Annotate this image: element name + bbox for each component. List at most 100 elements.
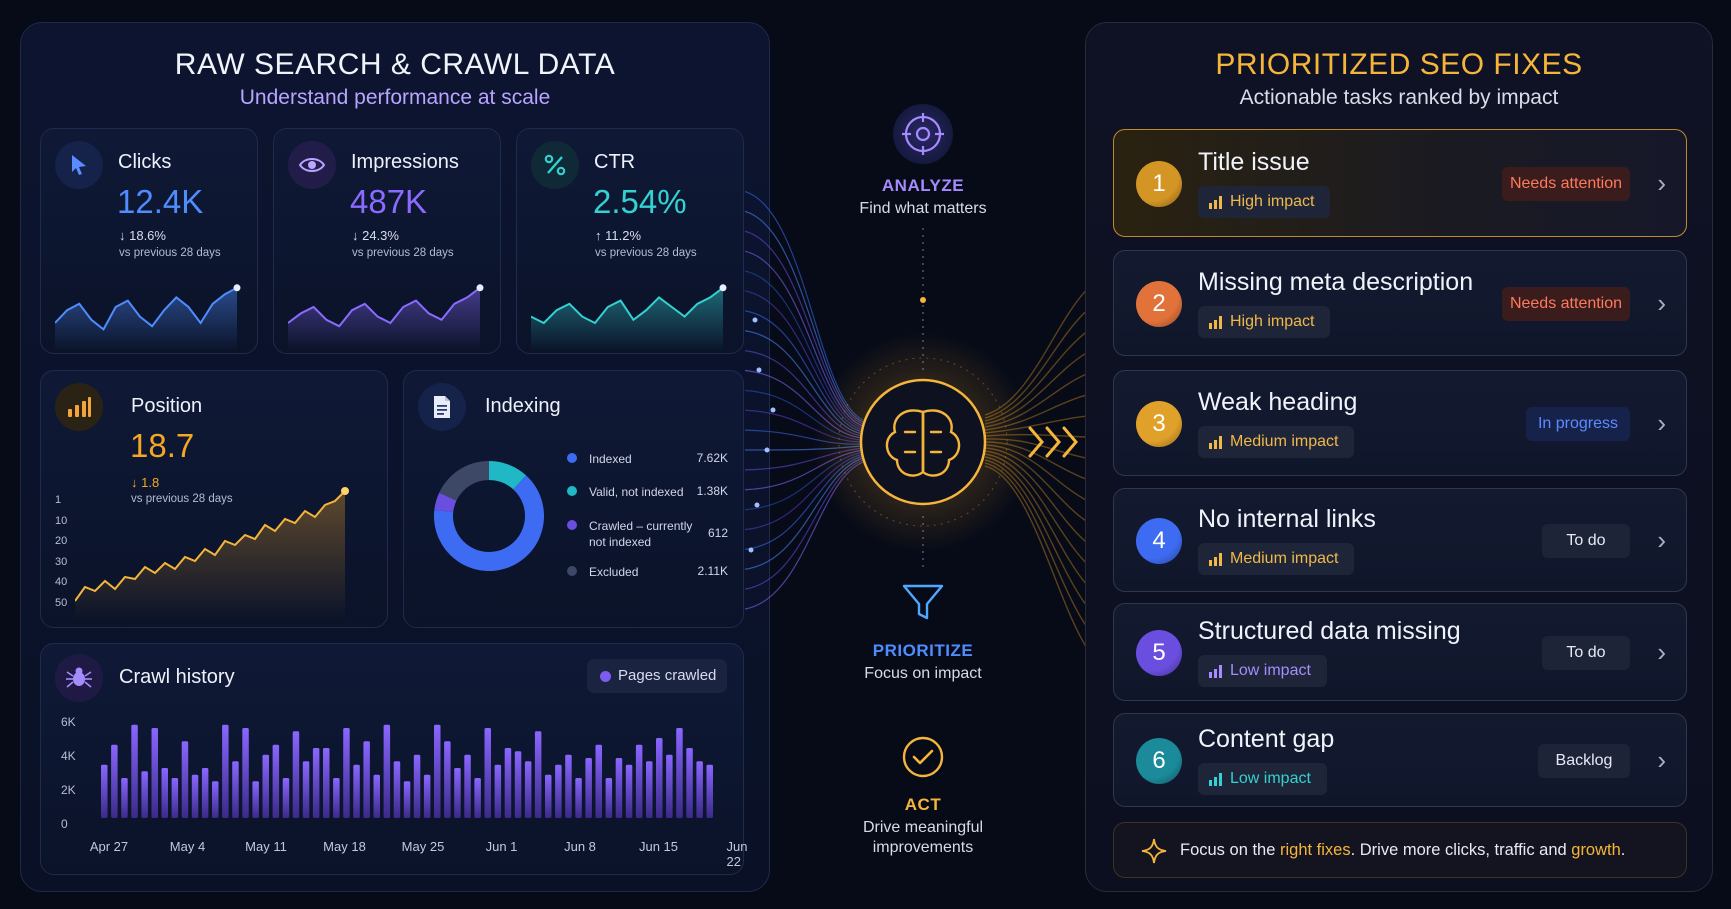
crawl-bar [201,768,209,818]
metric-delta: ↓ 18.6% [119,228,166,243]
analyze-step: ANALYZE Find what matters [823,176,1023,218]
crawl-bar [161,768,168,818]
crawl-bar [656,738,663,818]
fix-number-badge: 4 [1136,518,1182,564]
crawl-bar [171,778,179,818]
legend-swatch [567,486,577,496]
prioritize-title: PRIORITIZE [872,641,974,660]
status-badge[interactable]: Needs attention [1502,287,1630,321]
chevron-right-icon[interactable]: › [1657,168,1666,198]
status-badge[interactable]: To do [1542,636,1630,670]
indexing-legend-label: Indexed [589,452,632,466]
spider-icon [55,654,103,702]
crawl-bar [111,744,118,818]
fix-number-badge: 1 [1136,161,1182,207]
crawl-x-label: Jun 1 [485,839,518,854]
metric-delta: ↑ 11.2% [595,228,642,243]
crawl-x-label: May 25 [401,839,445,854]
status-badge[interactable]: To do [1542,524,1630,558]
metric-card-ctr[interactable]: CTR 2.54% ↑ 11.2% vs previous 28 days [516,128,744,354]
position-y-tick: 30 [55,555,68,568]
sparkline [55,284,241,351]
crawl-x-label: May 4 [169,839,206,854]
crawl-history-card[interactable]: Crawl history Pages crawled 6K 4K 2K 0 Apr 2… [40,643,747,875]
fix-title: No internal links [1198,505,1376,533]
crawl-bar [504,748,512,818]
footer-text: Focus on the right fixes. Drive more cli… [1180,841,1625,860]
fix-item-1[interactable]: 1 Title issue High impact Needs attention › [1113,129,1687,237]
footer-banner: Focus on the right fixes. Drive more cli… [1113,822,1687,878]
crawl-x-label: Jun 15 [638,839,679,854]
crawl-x-label: Jun 22 [726,839,748,869]
position-delta: ↓ 1.8 [131,475,160,490]
chevron-right-icon[interactable]: › [1657,288,1666,318]
impact-badge: High impact [1198,306,1331,338]
crawl-bar [181,741,189,818]
crawl-bar [585,758,592,818]
cursor-icon [55,141,103,189]
impact-label: Medium impact [1230,433,1339,450]
crawl-bar [575,778,582,818]
crawl-bar [676,728,683,818]
fix-title: Structured data missing [1198,617,1461,645]
crawl-bar [272,744,280,818]
crawl-bar [282,778,290,818]
position-y-tick: 1 [55,494,62,506]
right-panel-title: PRIORITIZED SEO FIXES [1215,48,1583,81]
footer-highlight-2: growth [1571,841,1621,859]
metric-value: 487K [350,183,428,220]
position-card[interactable]: Position 18.7 ↓ 1.8 vs previous 28 days … [40,370,388,628]
legend-swatch [567,566,577,576]
fix-item-2[interactable]: 2 Missing meta description High impact Need… [1113,250,1687,356]
chevron-right-icon[interactable]: › [1657,745,1666,775]
metric-label: Clicks [118,151,172,173]
indexing-legend-value: 7.62K [696,451,728,465]
crawl-bar [393,761,401,818]
fix-item-4[interactable]: 4 No internal links Medium impact To do › [1113,488,1687,592]
chevron-right-icon[interactable]: › [1657,525,1666,555]
crawl-bar [323,748,330,818]
crawl-bar [464,754,471,818]
crawl-bar [262,754,269,818]
crawl-y-tick: 6K [61,715,76,729]
position-y-tick: 10 [55,514,68,527]
indexing-card[interactable]: Indexing Indexed 7.62K Valid, not indexed 1… [403,370,744,628]
crawl-bar [363,741,370,818]
crawl-bar [686,748,693,818]
crawl-bar [373,774,380,818]
impact-label: High impact [1230,193,1315,210]
crawl-bar [413,754,421,818]
metric-note: vs previous 28 days [595,247,697,259]
crawl-bar [494,764,502,818]
crawl-bar [242,728,249,818]
chevron-right-icon[interactable]: › [1657,637,1666,667]
metric-card-clicks[interactable]: Clicks 12.4K ↓ 18.6% vs previous 28 days [40,128,258,354]
fix-number-badge: 6 [1136,738,1182,784]
position-y-tick: 40 [55,576,68,588]
fix-number-badge: 2 [1136,281,1182,327]
fix-number-badge: 5 [1136,630,1182,676]
impact-bars-icon [1209,316,1222,329]
footer-text-1: Focus on the [1180,841,1280,859]
footer-text-3: . [1620,841,1626,859]
crawl-bar [696,761,703,818]
indexing-donut [434,461,544,571]
status-badge[interactable]: Backlog [1538,744,1630,778]
crawl-x-label: May 11 [245,839,287,854]
crawl-legend-chip[interactable]: Pages crawled [587,659,727,693]
metric-label: Impressions [351,151,459,173]
metric-card-impressions[interactable]: Impressions 487K ↓ 24.3% vs previous 28 day… [273,128,501,354]
status-badge[interactable]: Needs attention [1502,167,1630,201]
fix-item-6[interactable]: 6 Content gap Low impact Backlog › [1113,713,1687,807]
impact-bars-icon [1209,553,1222,566]
left-panel-subtitle: Understand performance at scale [239,86,551,109]
status-badge[interactable]: In progress [1526,407,1630,441]
impact-label: Medium impact [1230,550,1339,567]
crawl-bar-chart [101,724,713,818]
position-note: vs previous 28 days [131,493,233,505]
analyze-title: ANALYZE [881,176,965,195]
fix-item-3[interactable]: 3 Weak heading Medium impact In progress › [1113,370,1687,476]
chevron-right-icon[interactable]: › [1657,408,1666,438]
sparkline [531,284,727,351]
fix-item-5[interactable]: 5 Structured data missing Low impact To do › [1113,603,1687,701]
